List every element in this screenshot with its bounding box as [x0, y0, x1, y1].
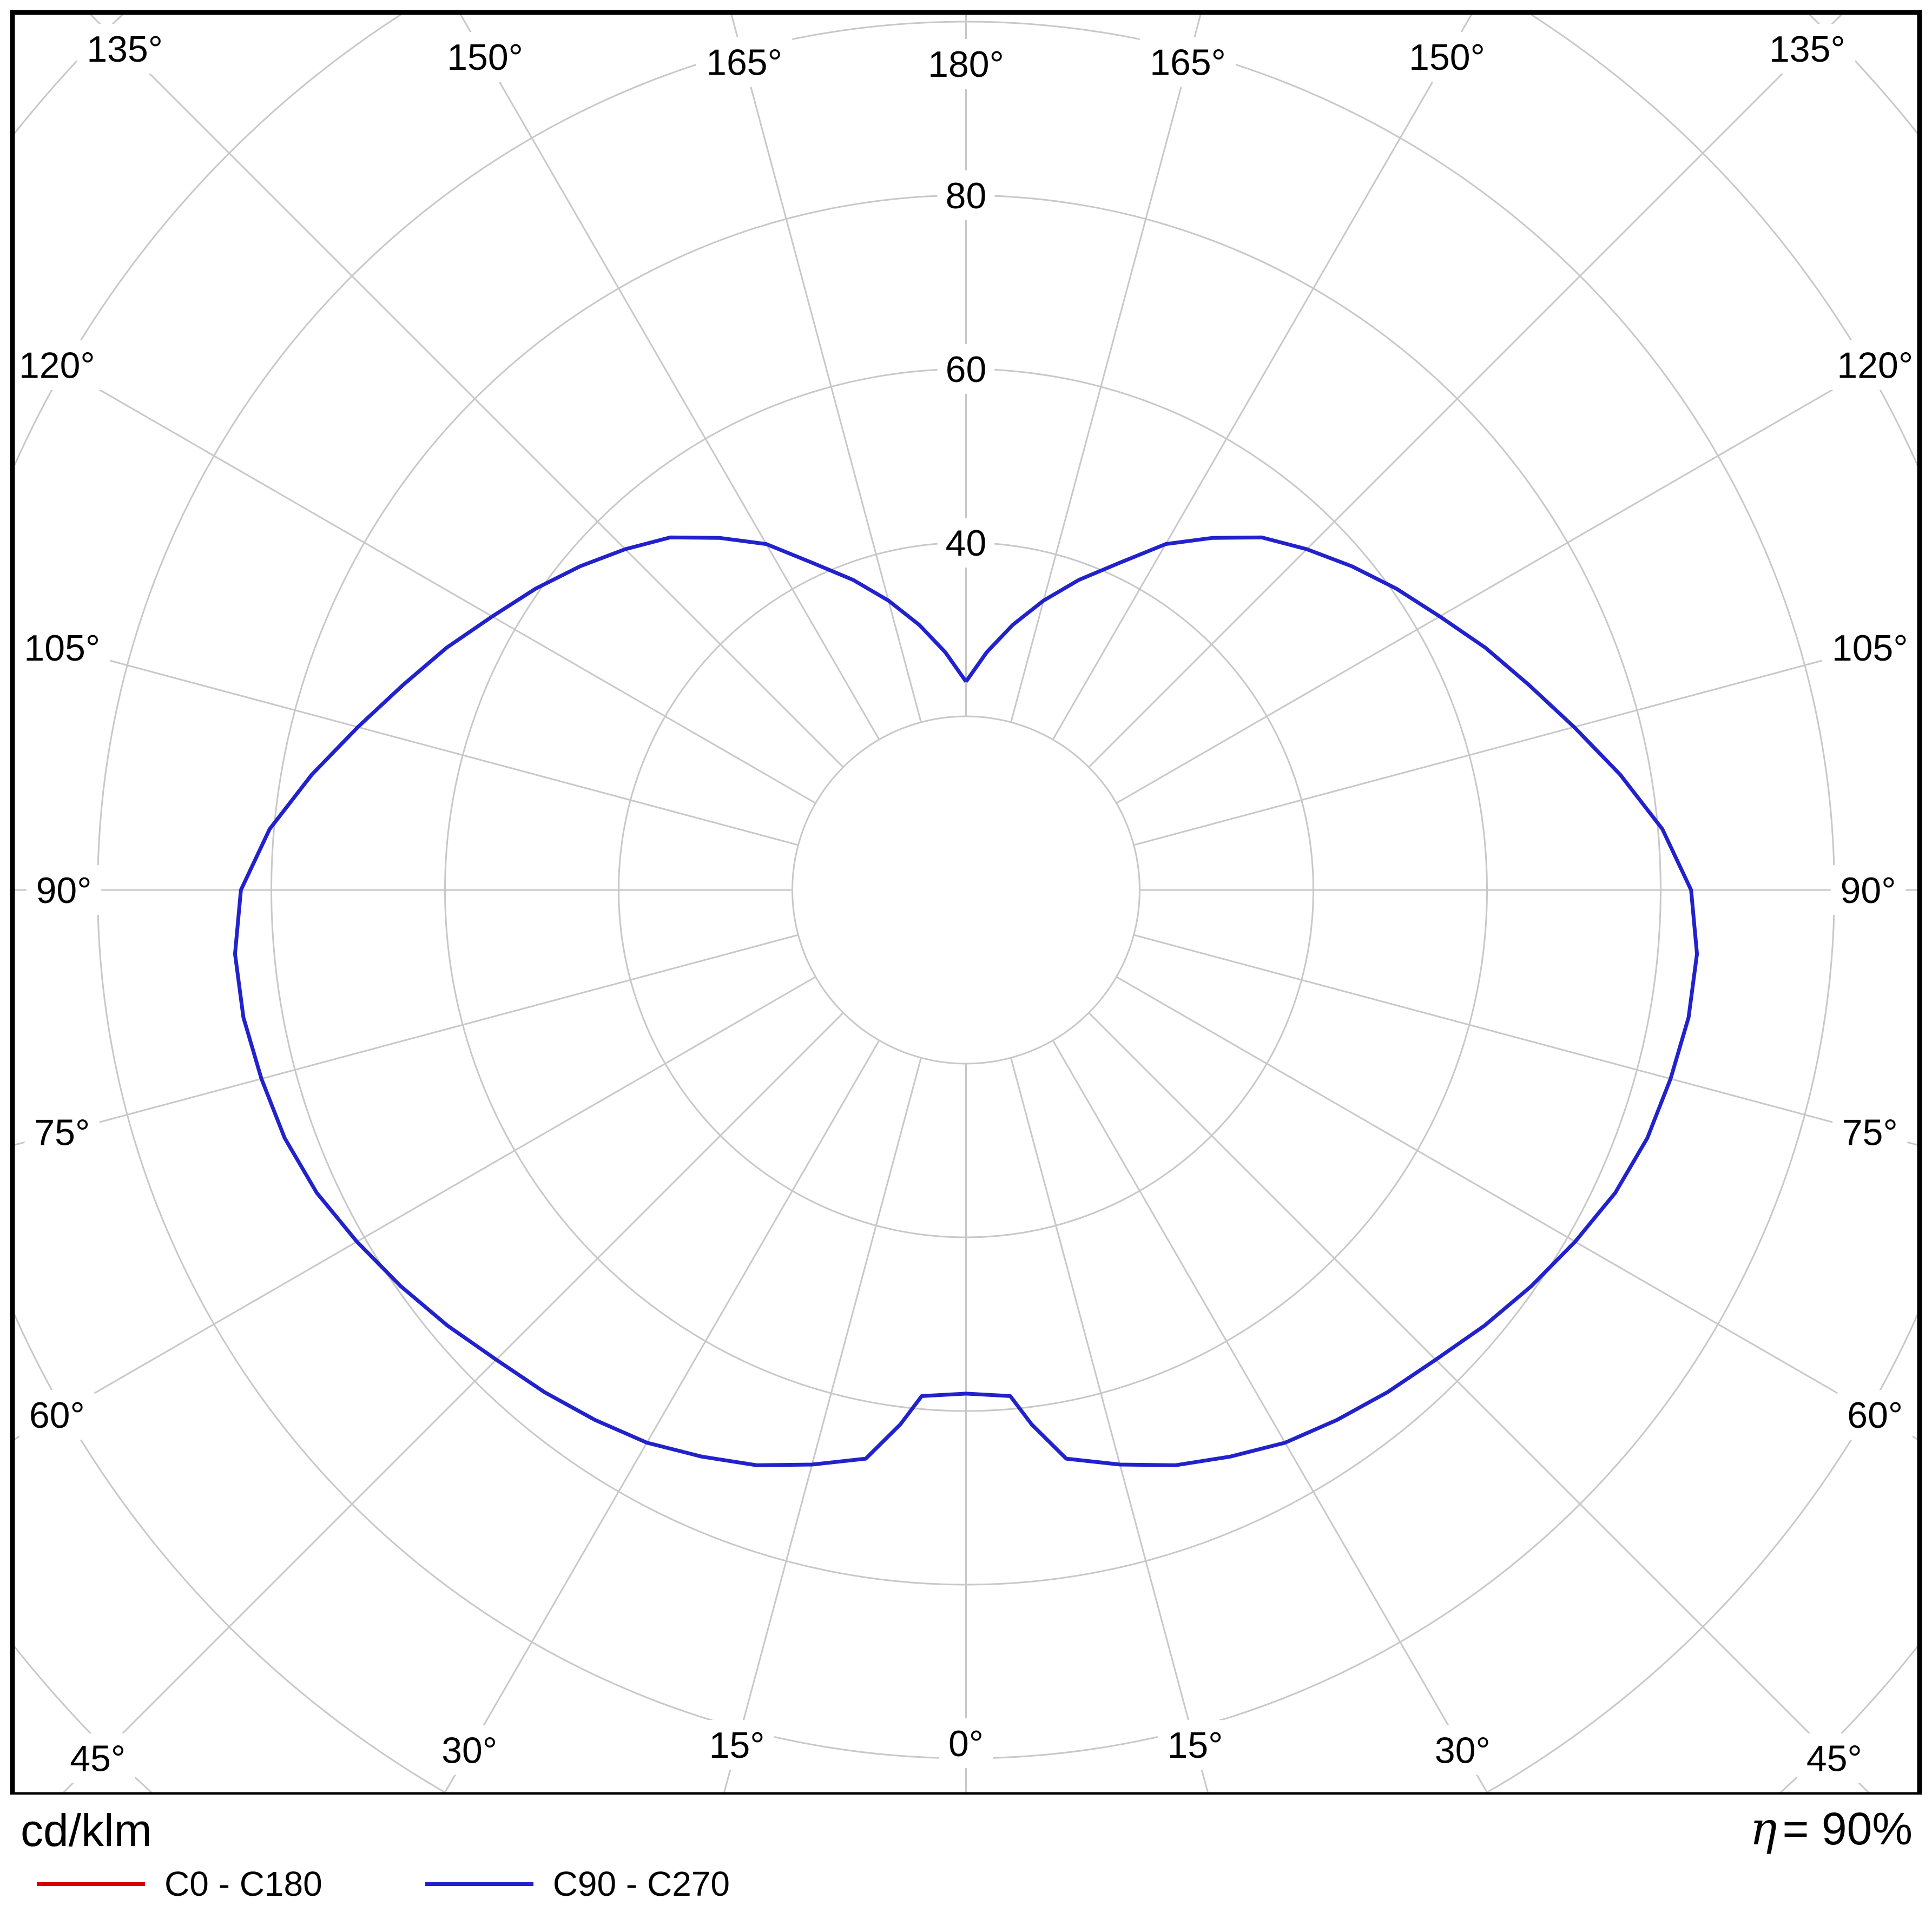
radial-tick-label: 60 [946, 349, 987, 390]
angle-label-mask [1822, 623, 1918, 673]
angle-label-mask [1827, 340, 1923, 390]
radial-tick-label: 80 [946, 175, 987, 216]
angle-label: 0° [948, 1723, 984, 1764]
angle-spoke [12, 976, 816, 1442]
angle-label: 15° [709, 1725, 765, 1766]
angle-label-mask [1832, 1107, 1908, 1157]
angle-label-mask [19, 1390, 95, 1440]
angle-label-mask [9, 340, 105, 390]
angle-label-mask [918, 39, 1014, 89]
angle-label-mask [696, 37, 793, 87]
angle-spoke [12, 934, 799, 1146]
angle-label: 45° [70, 1738, 126, 1779]
angle-label-mask [432, 1725, 507, 1775]
angle-spoke [443, 1040, 880, 1795]
angle-label: 75° [34, 1112, 90, 1153]
angle-label: 90° [1841, 870, 1896, 911]
legend-label-c90-c270: C90 - C270 [552, 1864, 730, 1903]
legend: C0 - C180 C90 - C270 [37, 1864, 730, 1904]
radial-tick-mask [937, 344, 995, 394]
angle-spoke [1052, 12, 1474, 740]
angle-label-mask [60, 1733, 135, 1783]
angle-label: 135° [1769, 29, 1845, 70]
legend-label-c0-c180: C0 - C180 [164, 1864, 322, 1903]
angle-label-mask [1797, 1733, 1872, 1783]
legend-swatch-c0-c180 [37, 1882, 145, 1886]
angle-label: 165° [1150, 42, 1226, 83]
angle-label-mask [76, 24, 173, 74]
angle-label: 150° [1409, 37, 1485, 78]
angle-spoke [458, 12, 880, 740]
angle-spoke [1010, 12, 1202, 723]
angle-label-mask [1759, 24, 1856, 74]
angle-label: 120° [1837, 345, 1913, 386]
angle-label-mask [1837, 1390, 1913, 1440]
angle-label: 135° [87, 29, 163, 70]
angle-spoke [1010, 1057, 1210, 1795]
series-curve [233, 535, 1699, 1467]
angle-spoke [1133, 934, 1920, 1146]
angle-label: 30° [1435, 1730, 1491, 1771]
angle-spoke [1088, 12, 1845, 768]
angle-label-mask [939, 1718, 993, 1768]
angle-label: 45° [1806, 1738, 1862, 1779]
angle-label: 30° [441, 1730, 497, 1771]
eta-symbol: η [1750, 1802, 1777, 1855]
angle-label: 90° [36, 870, 92, 911]
angle-label: 75° [1842, 1112, 1898, 1153]
angle-label: 180° [928, 44, 1004, 85]
angle-spoke [730, 12, 922, 723]
radial-tick-mask [937, 170, 995, 220]
angle-label-mask [437, 32, 533, 82]
angle-label-mask [1425, 1725, 1500, 1775]
legend-item-c0-c180: C0 - C180 [37, 1864, 322, 1904]
angle-label: 150° [447, 37, 523, 78]
angle-label: 105° [1832, 628, 1908, 669]
angle-spoke [722, 1057, 922, 1795]
angle-spoke [1116, 976, 1920, 1442]
angle-spoke [1116, 338, 1920, 804]
eta-value: = 90% [1782, 1803, 1913, 1854]
angle-label: 120° [19, 345, 95, 386]
angle-label-mask [1399, 32, 1495, 82]
legend-item-c90-c270: C90 - C270 [425, 1864, 730, 1904]
angle-label: 60° [29, 1395, 85, 1436]
angle-label: 15° [1168, 1725, 1223, 1766]
radial-tick-mask [937, 518, 995, 568]
angle-label: 165° [706, 42, 782, 83]
efficiency-readout: η = 90% [1750, 1802, 1913, 1855]
angle-spoke [87, 12, 844, 768]
angle-spoke [12, 634, 799, 846]
units-label: cd/klm [21, 1805, 152, 1856]
angle-spoke [1052, 1040, 1489, 1795]
angle-label-mask [1157, 1720, 1233, 1770]
angle-label-mask [14, 623, 110, 673]
angle-label-mask [1830, 865, 1906, 915]
angle-label-mask [24, 1107, 100, 1157]
angle-label-mask [1139, 37, 1236, 87]
angle-label: 60° [1847, 1395, 1903, 1436]
angle-label: 105° [24, 628, 100, 669]
angle-label-mask [26, 865, 102, 915]
legend-swatch-c90-c270 [425, 1882, 533, 1886]
radial-tick-label: 40 [946, 523, 987, 564]
angle-spoke [1133, 634, 1920, 846]
angle-label-mask [699, 1720, 775, 1770]
radial-ring [792, 715, 1140, 1065]
footer: cd/klm η = 90% C0 - C180 C90 - C270 [0, 1795, 1932, 1932]
angle-spoke [12, 338, 816, 804]
